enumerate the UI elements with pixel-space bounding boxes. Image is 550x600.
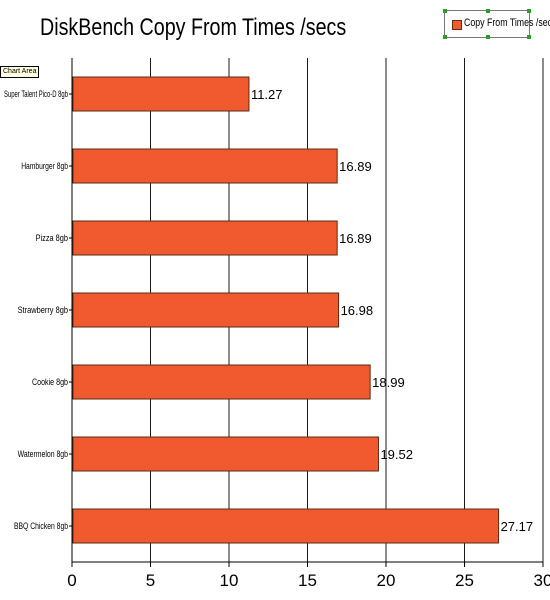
data-label: 16.98 <box>341 303 374 318</box>
x-tick-label: 10 <box>220 571 239 590</box>
bar <box>72 364 371 400</box>
y-tick-label: Cookie 8gb <box>32 377 68 387</box>
y-tick-label: Hamburger 8gb <box>21 161 68 171</box>
y-tick-label: Super Talent Pico-D 8gb <box>4 89 68 99</box>
legend-label: Copy From Times /secs <box>464 17 550 29</box>
bar <box>72 76 250 112</box>
x-tick-label: 30 <box>534 571 550 590</box>
y-tick-label: Watermelon 8gb <box>18 449 68 459</box>
data-label: 11.27 <box>251 87 283 102</box>
x-tick-label: 0 <box>67 571 76 590</box>
y-tick-label: Strawberry 8gb <box>18 305 68 315</box>
y-tick-label: BBQ Chicken 8gb <box>14 521 68 531</box>
selection-handle[interactable] <box>486 9 490 13</box>
bar <box>72 436 379 472</box>
bar <box>72 292 340 328</box>
chart-area-tooltip: Chart Area <box>0 66 40 78</box>
chart-title: DiskBench Copy From Times /secs <box>40 14 347 41</box>
selection-handle[interactable] <box>527 35 531 39</box>
data-label: 27.17 <box>501 519 534 534</box>
legend[interactable]: Copy From Times /secs <box>443 9 550 39</box>
selection-handle[interactable] <box>527 9 531 13</box>
y-tick-label: Pizza 8gb <box>36 233 68 243</box>
x-tick-label: 5 <box>146 571 155 590</box>
data-label: 16.89 <box>339 159 372 174</box>
x-tick-label: 20 <box>377 571 396 590</box>
data-label: 16.89 <box>339 231 372 246</box>
selection-handle[interactable] <box>443 35 447 39</box>
bar <box>72 148 338 184</box>
legend-swatch <box>452 20 462 30</box>
data-label: 19.52 <box>380 447 413 462</box>
bar <box>72 220 338 256</box>
x-tick-label: 15 <box>298 571 317 590</box>
x-tick-label: 25 <box>455 571 474 590</box>
selection-handle[interactable] <box>486 35 490 39</box>
selection-handle[interactable] <box>443 9 447 13</box>
data-label: 18.99 <box>372 375 405 390</box>
bar <box>72 508 500 544</box>
